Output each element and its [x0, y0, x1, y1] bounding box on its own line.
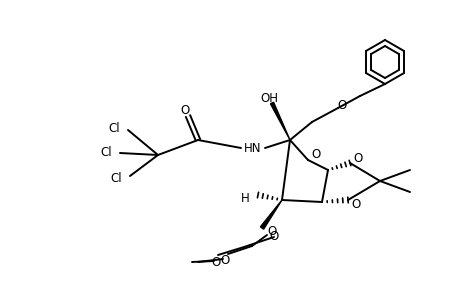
Polygon shape	[260, 200, 281, 229]
Text: O: O	[269, 230, 278, 244]
Polygon shape	[270, 102, 289, 140]
Text: O: O	[211, 256, 220, 269]
Text: O: O	[220, 254, 229, 268]
Text: O: O	[180, 103, 189, 116]
Text: HN: HN	[244, 142, 261, 154]
Text: H: H	[241, 191, 249, 205]
Text: Cl: Cl	[110, 172, 122, 184]
Text: Cl: Cl	[100, 146, 112, 160]
Text: O: O	[353, 152, 362, 164]
Text: O: O	[311, 148, 320, 161]
Text: O: O	[267, 226, 276, 238]
Text: O: O	[351, 199, 360, 212]
Text: Cl: Cl	[108, 122, 120, 134]
Text: O: O	[336, 98, 346, 112]
Text: OH: OH	[259, 92, 277, 104]
